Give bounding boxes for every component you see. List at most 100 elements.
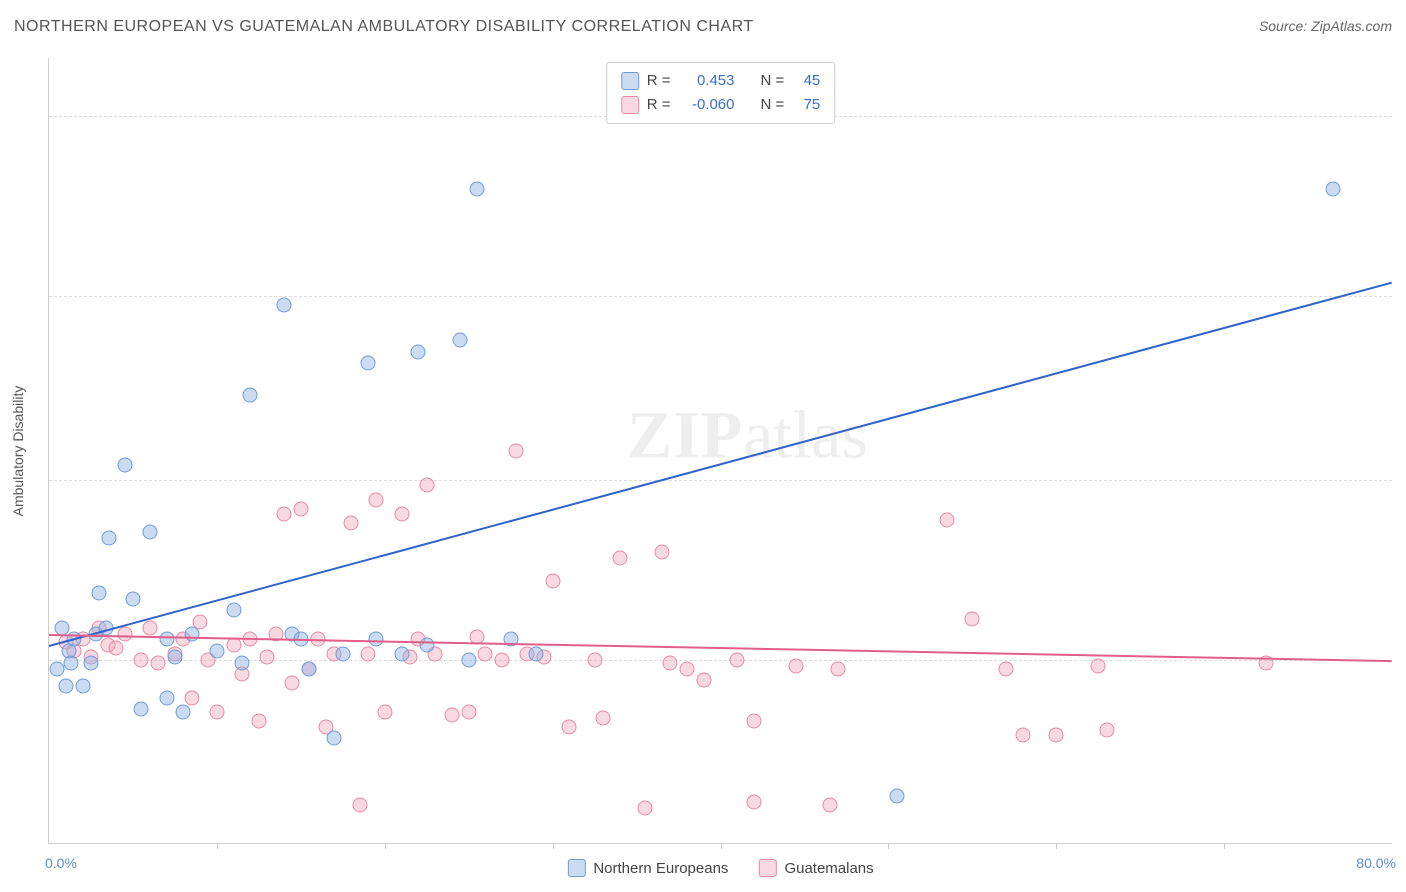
point-guatemalan (360, 647, 375, 662)
point-northern-european (117, 458, 132, 473)
point-northern-european (167, 649, 182, 664)
point-northern-european (277, 298, 292, 313)
point-guatemalan (595, 710, 610, 725)
point-guatemalan (377, 705, 392, 720)
point-northern-european (1326, 181, 1341, 196)
point-guatemalan (419, 478, 434, 493)
legend-series-item: Guatemalans (758, 859, 873, 877)
point-northern-european (63, 655, 78, 670)
point-guatemalan (369, 492, 384, 507)
point-guatemalan (293, 501, 308, 516)
point-northern-european (302, 661, 317, 676)
point-guatemalan (965, 612, 980, 627)
point-northern-european (419, 638, 434, 653)
point-guatemalan (134, 652, 149, 667)
point-guatemalan (1015, 728, 1030, 743)
chart-title: NORTHERN EUROPEAN VS GUATEMALAN AMBULATO… (14, 18, 754, 35)
point-northern-european (83, 655, 98, 670)
point-guatemalan (747, 713, 762, 728)
legend-series-label: Northern Europeans (593, 860, 728, 877)
point-northern-european (453, 333, 468, 348)
legend-r-value: 0.453 (679, 69, 735, 93)
point-northern-european (58, 679, 73, 694)
point-guatemalan (679, 661, 694, 676)
point-guatemalan (478, 647, 493, 662)
point-northern-european (394, 647, 409, 662)
point-northern-european (235, 655, 250, 670)
point-guatemalan (637, 801, 652, 816)
point-northern-european (461, 652, 476, 667)
point-guatemalan (545, 574, 560, 589)
point-guatemalan (747, 795, 762, 810)
point-guatemalan (394, 507, 409, 522)
legend-stats-row: R = 0.453 N = 45 (621, 69, 821, 93)
x-tick (888, 843, 889, 849)
watermark-atlas: atlas (743, 396, 868, 472)
point-guatemalan (109, 641, 124, 656)
legend-r-label: R = (647, 93, 671, 117)
point-northern-european (125, 591, 140, 606)
point-northern-european (209, 644, 224, 659)
point-guatemalan (277, 507, 292, 522)
x-tick (721, 843, 722, 849)
point-northern-european (75, 679, 90, 694)
point-northern-european (335, 647, 350, 662)
point-northern-european (176, 705, 191, 720)
point-northern-european (226, 603, 241, 618)
x-tick (1056, 843, 1057, 849)
point-northern-european (243, 388, 258, 403)
point-northern-european (889, 789, 904, 804)
x-axis-origin-label: 0.0% (45, 855, 77, 871)
point-guatemalan (696, 673, 711, 688)
point-guatemalan (822, 798, 837, 813)
point-northern-european (134, 702, 149, 717)
legend-r-label: R = (647, 69, 671, 93)
legend-n-label: N = (761, 69, 785, 93)
point-guatemalan (251, 713, 266, 728)
point-guatemalan (344, 516, 359, 531)
point-guatemalan (495, 652, 510, 667)
point-guatemalan (209, 705, 224, 720)
point-northern-european (92, 585, 107, 600)
point-guatemalan (260, 649, 275, 664)
point-guatemalan (998, 661, 1013, 676)
legend-swatch (621, 96, 639, 114)
y-axis-title: Ambulatory Disability (10, 386, 26, 517)
point-guatemalan (730, 652, 745, 667)
legend-swatch (758, 859, 776, 877)
point-northern-european (360, 356, 375, 371)
chart-source-label: Source: ZipAtlas.com (1259, 18, 1392, 34)
legend-stats: R = 0.453 N = 45 R = -0.060 N = 75 (606, 62, 836, 124)
legend-series-item: Northern Europeans (567, 859, 728, 877)
point-northern-european (55, 620, 70, 635)
plot-area: Ambulatory Disability R =0.453N =45R =-0… (48, 58, 1392, 844)
point-northern-european (159, 632, 174, 647)
point-guatemalan (789, 658, 804, 673)
legend-n-label: N = (761, 93, 785, 117)
point-guatemalan (352, 798, 367, 813)
plot-canvas: R =0.453N =45R =-0.060N =75 ZIPatlas 0.0… (48, 58, 1392, 844)
x-axis-end-label: 80.0% (1356, 855, 1396, 871)
point-guatemalan (508, 443, 523, 458)
point-guatemalan (142, 620, 157, 635)
legend-swatch (621, 72, 639, 90)
point-northern-european (142, 524, 157, 539)
x-tick (217, 843, 218, 849)
point-guatemalan (444, 708, 459, 723)
legend-r-value: -0.060 (679, 93, 735, 117)
point-guatemalan (285, 676, 300, 691)
point-northern-european (184, 626, 199, 641)
point-northern-european (528, 647, 543, 662)
legend-swatch (567, 859, 585, 877)
point-guatemalan (562, 719, 577, 734)
legend-n-value: 75 (792, 93, 820, 117)
point-northern-european (102, 530, 117, 545)
point-northern-european (327, 731, 342, 746)
point-guatemalan (587, 652, 602, 667)
x-tick (385, 843, 386, 849)
legend-n-value: 45 (792, 69, 820, 93)
point-guatemalan (940, 513, 955, 528)
x-tick (1224, 843, 1225, 849)
point-guatemalan (184, 690, 199, 705)
point-guatemalan (1049, 728, 1064, 743)
